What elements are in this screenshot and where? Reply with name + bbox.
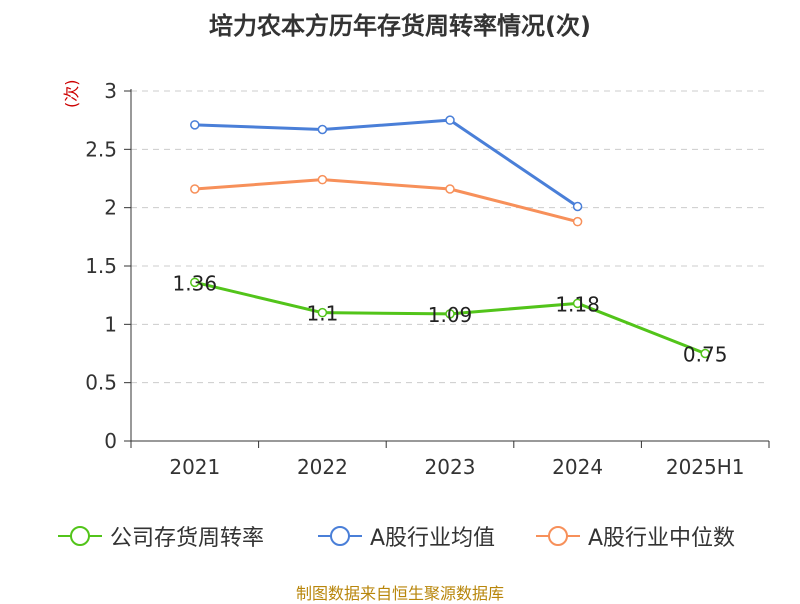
legend-mean-marker-icon	[318, 526, 362, 546]
series-0-data-label-3: 1.18	[555, 292, 600, 316]
legend-item-industry-mean[interactable]: A股行业均值	[318, 518, 495, 554]
legend-median-marker-icon	[536, 526, 580, 546]
series-0-data-label-0: 1.36	[173, 271, 218, 295]
y-tick-label-0: 0	[104, 429, 117, 453]
chart-title: 培力农本方历年存货周转率情况(次)	[209, 12, 591, 40]
y-tick-label-2: 1	[104, 312, 117, 336]
legend-company-marker-icon	[58, 526, 102, 546]
y-tick-label-3: 1.5	[85, 254, 117, 278]
y-tick-label-6: 3	[104, 79, 117, 103]
y-tick-label-4: 2	[104, 196, 117, 220]
series-line-1	[194, 118, 579, 208]
series-2-point-3[interactable]	[572, 216, 583, 227]
legend: 公司存货周转率 A股行业均值 A股行业中位数	[0, 518, 800, 554]
legend-item-company[interactable]: 公司存货周转率	[58, 518, 264, 554]
series-1-point-2[interactable]	[445, 115, 455, 125]
series-0-point-4[interactable]	[700, 348, 710, 359]
series-1-point-1[interactable]	[317, 124, 328, 135]
data-source-note: 制图数据来自恒生聚源数据库	[295, 584, 504, 603]
series-2-point-1[interactable]	[317, 174, 328, 185]
series-0-data-label-1: 1.1	[306, 302, 338, 326]
x-tick-label-2: 2023	[425, 455, 476, 479]
legend-label-industry-median: A股行业中位数	[588, 526, 736, 551]
series-0-data-label-4: 0.75	[683, 343, 728, 367]
x-tick-label-4: 2025H1	[666, 455, 745, 479]
x-tick-label-0: 2021	[169, 455, 220, 479]
series-1-point-0[interactable]	[190, 120, 200, 130]
legend-label-industry-mean: A股行业均值	[370, 526, 496, 551]
y-tick-label-1: 0.5	[85, 371, 117, 395]
series-line-2	[194, 178, 578, 224]
legend-item-industry-median[interactable]: A股行业中位数	[536, 518, 735, 554]
series-0-point-2[interactable]	[445, 309, 455, 319]
series-0-point-1[interactable]	[317, 307, 328, 318]
legend-label-company: 公司存货周转率	[110, 526, 265, 551]
x-tick-label-1: 2022	[297, 455, 348, 479]
series-1-point-3[interactable]	[572, 201, 583, 212]
series-0-point-0[interactable]	[190, 277, 200, 288]
x-tick-label-3: 2024	[552, 455, 603, 479]
series-0-data-label-2: 1.09	[428, 303, 473, 327]
series-0-point-3[interactable]	[572, 298, 583, 309]
series-2-point-0[interactable]	[190, 184, 200, 194]
series-2-point-2[interactable]	[445, 184, 455, 194]
y-tick-label-5: 2.5	[85, 137, 117, 161]
